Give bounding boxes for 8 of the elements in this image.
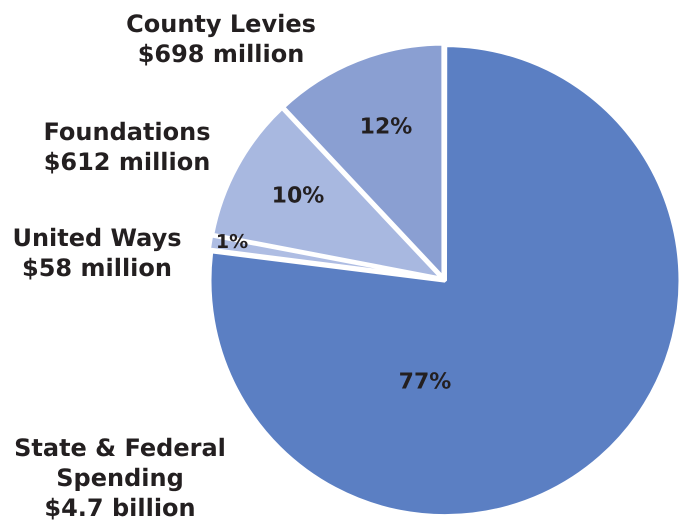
data-label: 12% [360, 114, 412, 140]
slice-label: Foundations $612 million [43, 118, 211, 176]
data-label: 10% [272, 184, 324, 209]
data-label: 1% [216, 230, 248, 253]
slice-label: State & Federal Spending $4.7 billion [14, 434, 226, 522]
slice-label: County Levies $698 million [126, 10, 316, 68]
data-label: 77% [398, 370, 452, 395]
slice-label: United Ways $58 million [12, 224, 182, 282]
